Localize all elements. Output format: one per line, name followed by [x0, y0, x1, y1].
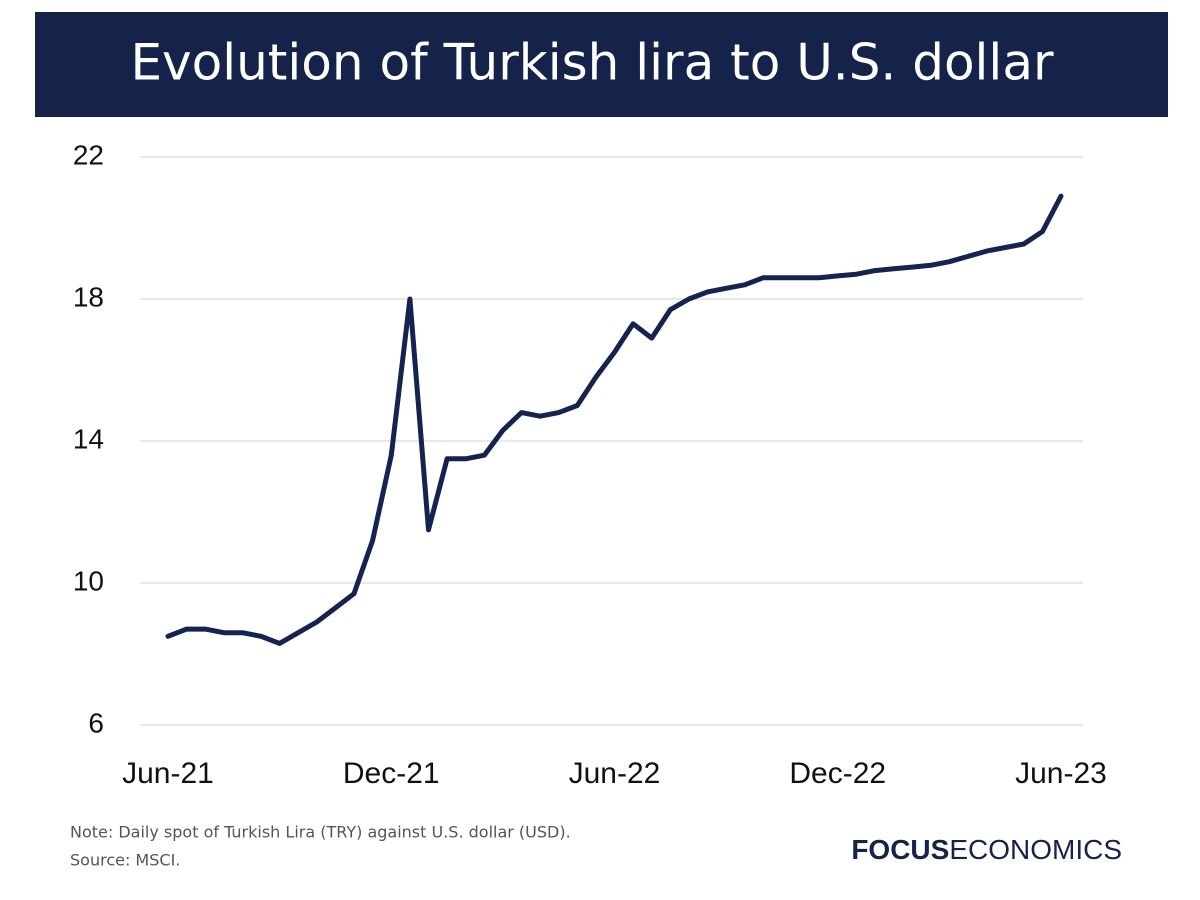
x-tick-label: Dec-21 [343, 757, 440, 790]
chart-title: Evolution of Turkish lira to U.S. dollar [130, 34, 1054, 92]
logo-light: ECONOMICS [949, 834, 1122, 865]
series-line [165, 193, 1064, 646]
x-tick-label: Dec-22 [789, 757, 886, 790]
source: Source: MSCI. [70, 851, 180, 870]
x-tick-label: Jun-22 [569, 757, 661, 790]
y-tick-label: 14 [73, 423, 104, 454]
y-tick-label: 6 [88, 707, 104, 738]
logo: FOCUSECONOMICS [851, 834, 1122, 865]
logo-bold: FOCUS [851, 834, 949, 865]
x-tick-label: Jun-21 [122, 757, 214, 790]
y-tick-label: 10 [73, 565, 104, 596]
y-tick-label: 18 [73, 281, 104, 312]
y-tick-label: 22 [73, 139, 104, 170]
title-band [35, 12, 1168, 117]
note: Note: Daily spot of Turkish Lira (TRY) a… [70, 823, 571, 842]
x-tick-label: Jun-23 [1015, 757, 1107, 790]
